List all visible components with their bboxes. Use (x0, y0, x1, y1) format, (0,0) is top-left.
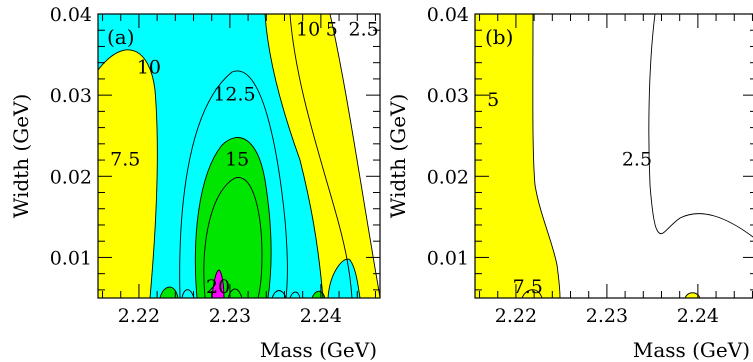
contour-label-a: 20 (206, 276, 230, 298)
contour-line-bottom-2 (227, 288, 243, 298)
contour-label-b: 7.5 (513, 276, 543, 298)
panel-b-contour-fills (475, 14, 753, 298)
contour-line-17p5 (203, 177, 263, 298)
contour-line-b-bump (684, 292, 701, 298)
x-tick-label-b: 2.22 (495, 305, 537, 327)
contour-line-2p5-b (648, 14, 753, 238)
contour-line-7p5-left (98, 49, 158, 298)
panel-b-xlabel: Mass (GeV) (633, 338, 750, 362)
contour-line-yellow-bump (289, 291, 301, 298)
panel-a-xlabel: Mass (GeV) (260, 338, 377, 362)
panel-a-tick-labels: 2.22 2.23 2.24 0.01 0.02 0.03 0.04 (50, 4, 342, 327)
contour-fill-yellow-left (98, 49, 158, 298)
panel-a-contour-lines (98, 14, 380, 298)
x-tick-label-a: 2.22 (118, 305, 160, 327)
panel-b-ylabel: Width (GeV) (386, 94, 410, 219)
contour-label-a: 5 (326, 19, 338, 41)
x-tick-label-b: 2.23 (586, 305, 628, 327)
panel-a: 2.22 2.23 2.24 0.01 0.02 0.03 0.04 (a) Mass (G… (9, 4, 381, 362)
panel-b-ticks (475, 13, 753, 298)
x-tick-label-a: 2.23 (209, 305, 251, 327)
panel-b-frame (474, 13, 753, 299)
contour-fill-yellow-b (475, 14, 560, 298)
x-tick-label-b: 2.24 (677, 305, 719, 327)
panel-b-contour-labels: 5 2.5 7.5 (487, 89, 652, 298)
contour-label-a: 2.5 (349, 19, 379, 41)
panel-b-label: (b) (485, 25, 513, 49)
contour-fill-green-bump-1 (160, 287, 178, 298)
contour-label-a: 7.5 (110, 148, 140, 170)
contour-label-a: 15 (225, 148, 249, 170)
panel-a-contour-labels: 10 5 2.5 10 12.5 7.5 15 20 (110, 19, 379, 298)
contour-label-a: 12.5 (213, 84, 255, 106)
contour-fill-white-right (330, 14, 380, 298)
contour-label-a: 10 (296, 19, 320, 41)
contour-line-green-bump-1 (159, 286, 179, 298)
contour-line-7p5-b (521, 289, 543, 298)
contour-line-magenta (211, 269, 225, 298)
y-tick-label-b: 0.04 (427, 4, 469, 26)
contour-label-b: 5 (487, 89, 499, 111)
contour-label-b: 2.5 (622, 148, 652, 170)
contour-line-5-right (289, 14, 353, 298)
contour-line-15-outer (194, 137, 272, 298)
y-tick-label-b: 0.01 (427, 247, 469, 269)
contour-line-12p5 (179, 70, 288, 298)
contour-line-cyan-bump (327, 258, 361, 298)
y-tick-label-b: 0.02 (427, 166, 469, 188)
contour-label-a: 10 (137, 57, 161, 79)
panel-a-label: (a) (107, 25, 135, 49)
y-tick-label-a: 0.02 (50, 166, 92, 188)
panel-a-frame (97, 13, 381, 299)
y-tick-label-a: 0.04 (50, 4, 92, 26)
y-tick-label-a: 0.01 (50, 247, 92, 269)
panel-b-tick-labels: 2.22 2.23 2.24 0.01 0.02 0.03 0.04 (427, 4, 719, 327)
panel-b: 2.22 2.23 2.24 0.01 0.02 0.03 0.04 (b) Mass (G… (386, 4, 753, 362)
contour-line-10-right (264, 14, 324, 298)
contour-line-2p5-right (329, 14, 380, 298)
contour-line-green-bump-2 (311, 290, 326, 298)
panel-b-contour-lines (521, 14, 753, 298)
panel-a-ylabel: Width (GeV) (9, 94, 33, 219)
contour-line-bottom-1 (181, 289, 195, 298)
contour-fill-magenta (212, 270, 224, 298)
y-tick-label-b: 0.03 (427, 85, 469, 107)
contour-line-5-b (532, 14, 561, 298)
y-tick-label-a: 0.03 (50, 85, 92, 107)
contour-fill-cyan-right-bump (328, 259, 360, 298)
contour-fill-green (195, 137, 272, 298)
x-tick-label-a: 2.24 (300, 305, 342, 327)
panel-a-ticks (98, 13, 380, 298)
